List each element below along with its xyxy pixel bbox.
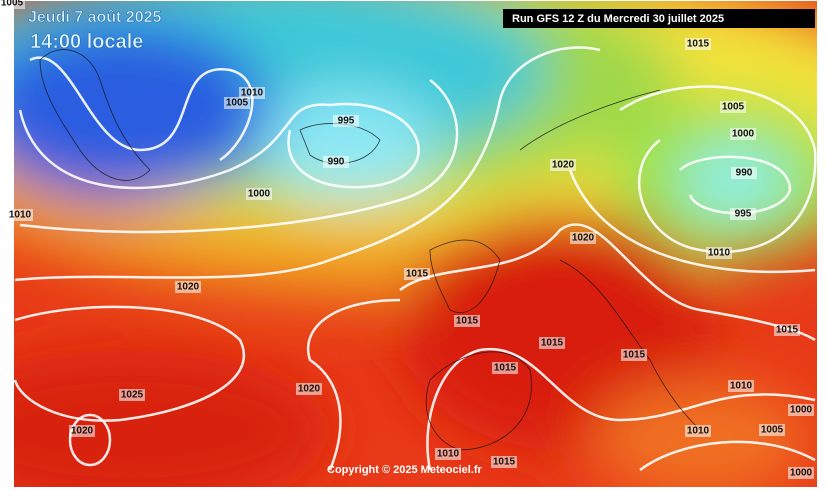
isobar-label: 995 — [338, 116, 355, 127]
isobar-label: 1015 — [623, 350, 646, 361]
label-bg — [728, 380, 754, 392]
isobar-label: 1010 — [437, 449, 460, 460]
isobar-label: 990 — [736, 168, 753, 179]
isobar-label: 1020 — [177, 282, 200, 293]
date: Jeudi 7 août 2025 — [28, 9, 161, 26]
label-bg — [774, 324, 800, 336]
isobar-label: 1005 — [722, 102, 745, 113]
isobar-label: 1010 — [708, 248, 731, 259]
isobar-label: 1005 — [1, 0, 24, 9]
isobar-label: 1000 — [248, 189, 271, 200]
label-bg — [570, 232, 596, 244]
isobar-labels: 1005101510101005995990100010201005100099… — [0, 0, 814, 479]
label-bg — [296, 383, 322, 395]
label-bg — [492, 362, 518, 374]
label-bg — [621, 349, 647, 361]
isobar-label: 990 — [328, 157, 345, 168]
isobar-label: 1000 — [732, 129, 755, 140]
isobar-label: 1005 — [761, 425, 784, 436]
label-bg — [550, 159, 576, 171]
label-bg — [539, 337, 565, 349]
label-bg — [685, 38, 711, 50]
isobar-label: 1000 — [790, 468, 813, 479]
isobar-label: 1015 — [406, 269, 429, 280]
label-bg — [731, 167, 757, 179]
label-bg — [0, 0, 25, 9]
isobar-label: 1010 — [241, 88, 264, 99]
label-bg — [720, 101, 746, 113]
isobar-label: 1000 — [790, 405, 813, 416]
coastlines — [39, 49, 701, 451]
isobars — [13, 46, 817, 472]
isobar-label: 1015 — [493, 457, 516, 468]
label-bg — [246, 188, 272, 200]
label-bg — [454, 315, 480, 327]
label-bg — [175, 281, 201, 293]
label-bg — [685, 425, 711, 437]
label-bg — [730, 128, 756, 140]
label-bg — [491, 456, 517, 468]
run-box — [503, 9, 815, 28]
isobar-label: 1020 — [572, 233, 595, 244]
label-bg — [759, 424, 785, 436]
isobar-label: 1015 — [687, 39, 710, 50]
isobar-label: 995 — [735, 209, 752, 220]
label-bg — [69, 425, 95, 437]
label-bg — [730, 208, 756, 220]
label-bg — [435, 448, 461, 460]
label-bg — [323, 156, 349, 168]
time: 14:00 locale — [30, 31, 143, 53]
isobar-label: 1010 — [687, 426, 710, 437]
label-bg — [119, 389, 145, 401]
isobar-label: 1020 — [552, 160, 575, 171]
label-bg — [7, 209, 33, 221]
isobar-label: 1015 — [456, 316, 479, 327]
isobar-label: 1025 — [121, 390, 144, 401]
run-info: Run GFS 12 Z du Mercredi 30 juillet 2025 — [512, 13, 724, 25]
isobar-label: 1015 — [776, 325, 799, 336]
label-bg — [788, 404, 814, 416]
isobar-label: 1015 — [541, 338, 564, 349]
label-bg — [404, 268, 430, 280]
label-bg — [333, 115, 359, 127]
isobar-label: 1020 — [71, 426, 94, 437]
isobar-label: 1020 — [298, 384, 321, 395]
isobar-label: 1010 — [9, 210, 32, 221]
label-bg — [788, 467, 814, 479]
label-bg — [239, 87, 265, 99]
copyright: Copyright © 2025 Meteociel.fr — [327, 464, 483, 476]
label-bg — [706, 247, 732, 259]
label-bg — [224, 97, 250, 109]
isobar-label: 1005 — [226, 98, 249, 109]
isobar-label: 1010 — [730, 381, 753, 392]
isobar-label: 1015 — [494, 363, 517, 374]
